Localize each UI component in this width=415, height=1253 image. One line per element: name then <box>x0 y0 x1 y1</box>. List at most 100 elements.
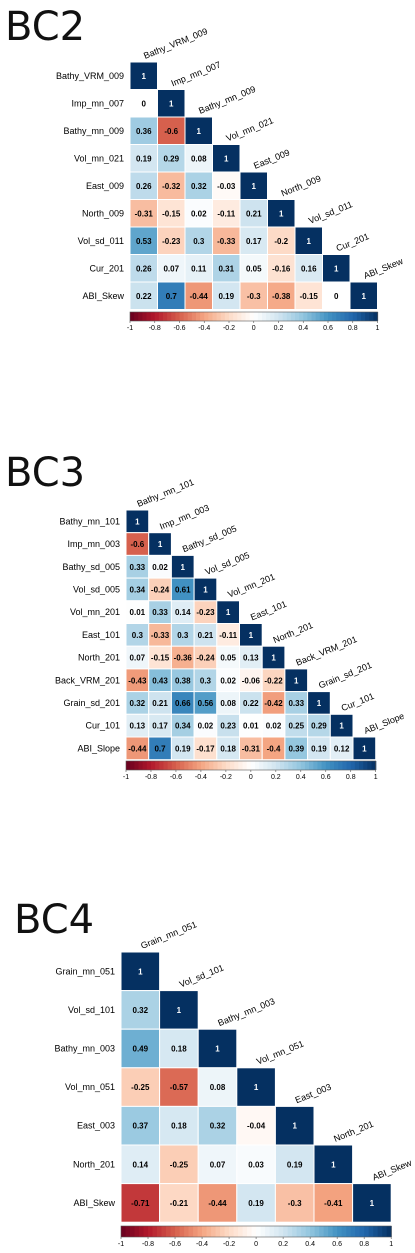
heatmap-cell <box>274 1105 315 1146</box>
colorbar-segment <box>158 312 164 321</box>
heatmap-cell <box>159 990 199 1030</box>
colorbar-segment <box>314 1226 320 1237</box>
cell-value-label: 0.02 <box>198 722 214 731</box>
heatmap-cell <box>313 1183 354 1223</box>
column-label: Cur_101 <box>340 691 376 713</box>
cell-value-label: -0.42 <box>264 699 283 708</box>
colorbar-segment <box>263 761 269 770</box>
row-label: Grain_mn_051 <box>55 966 115 976</box>
column-label: Bathy_mn_003 <box>216 996 276 1028</box>
cell-value-label: -0.4 <box>267 744 281 753</box>
colorbar-tick-label: -0.8 <box>142 1241 154 1248</box>
colorbar-segment <box>310 1226 316 1237</box>
colorbar-segment <box>148 1226 154 1237</box>
row-label: Imp_mn_007 <box>71 98 124 108</box>
cell-value-label: 0.32 <box>191 182 207 191</box>
colorbar-tick-label: 0.6 <box>321 774 331 781</box>
cell-value-label: -0.15 <box>151 654 170 663</box>
colorbar-segment <box>286 312 292 321</box>
colorbar-segment <box>125 1226 131 1237</box>
colorbar-tick-label: -0.2 <box>223 1241 235 1248</box>
cell-value-label: -0.24 <box>151 585 170 594</box>
heatmap-cell <box>157 199 186 228</box>
cell-value-label: 0.02 <box>266 722 282 731</box>
colorbar-segment <box>346 1226 352 1237</box>
colorbar-tick-label: 0.8 <box>348 325 358 332</box>
colorbar-segment <box>171 312 176 321</box>
cell-value-label: -0.04 <box>247 1122 266 1131</box>
colorbar-tick-label: -0.2 <box>223 325 235 332</box>
cell-value-label: 0.34 <box>175 722 191 731</box>
colorbar-segment <box>209 761 214 770</box>
cell-value-label: 0.08 <box>220 699 236 708</box>
colorbar-segment <box>363 761 368 770</box>
colorbar-segment <box>267 761 273 770</box>
cell-value-label: 0.39 <box>288 744 304 753</box>
colorbar-segment <box>200 312 205 321</box>
colorbar-segment <box>146 312 152 321</box>
colorbar-segment <box>284 761 289 770</box>
colorbar-tick-label: -0.4 <box>198 325 210 332</box>
row-label: Vol_sd_005 <box>73 584 120 594</box>
colorbar-tick-label: -1 <box>127 325 133 332</box>
colorbar-segment <box>278 312 284 321</box>
cell-value-label: 0.38 <box>175 676 191 685</box>
colorbar-segment <box>361 312 366 321</box>
colorbar-segment <box>355 1226 361 1237</box>
cell-value-label: 1 <box>158 540 163 549</box>
colorbar-segment <box>229 312 234 321</box>
row-label: ABI_Skew <box>73 1198 115 1208</box>
heatmap-cell <box>129 281 158 310</box>
colorbar-segment <box>130 761 135 770</box>
row-label: East_009 <box>86 181 124 191</box>
heatmap-cell <box>157 144 186 173</box>
cell-value-label: 0.05 <box>220 654 236 663</box>
colorbar-segment <box>225 761 231 770</box>
cell-value-label: -0.41 <box>324 1199 343 1208</box>
colorbar-segment <box>193 1226 199 1237</box>
cell-value-label: 0.19 <box>287 1160 303 1169</box>
cell-value-label: 0.02 <box>191 209 207 218</box>
cell-value-label: 1 <box>197 127 202 136</box>
colorbar-segment <box>161 1226 167 1237</box>
colorbar-segment <box>229 1226 235 1237</box>
column-label: East_003 <box>294 1082 333 1106</box>
colorbar-segment <box>315 312 321 321</box>
row-label: Bathy_mn_003 <box>54 1044 115 1054</box>
colorbar-segment <box>139 1226 145 1237</box>
colorbar-segment <box>332 1226 338 1237</box>
colorbar-segment <box>166 1226 172 1237</box>
row-label: Bathy_mn_101 <box>59 516 120 526</box>
cell-value-label: 0.26 <box>136 264 152 273</box>
cell-value-label: 1 <box>334 264 339 273</box>
heatmap-cell <box>267 226 296 255</box>
colorbar-tick-label: -0.2 <box>220 774 232 781</box>
cell-value-label: 1 <box>307 237 312 246</box>
colorbar-segment <box>175 761 181 770</box>
colorbar-tick-label: 0.8 <box>346 774 356 781</box>
column-label: Vol_mn_051 <box>255 1039 305 1067</box>
colorbar-segment <box>369 312 374 321</box>
panel-bc4: BC4 1 0.32 1 0.49 0.18 1 -0.25 -0.57 0.08 1 0.37 0.1… <box>14 897 414 1248</box>
colorbar-segment <box>288 761 294 770</box>
colorbar-segment <box>255 761 260 770</box>
colorbar-segment <box>146 761 152 770</box>
colorbar-segment <box>237 312 242 321</box>
cell-value-label: -0.22 <box>264 676 283 685</box>
cell-value-label: -0.25 <box>170 1160 189 1169</box>
colorbar-segment <box>159 761 165 770</box>
row-label: North_009 <box>82 208 124 218</box>
cell-value-label: 0.19 <box>175 744 191 753</box>
colorbar-segment <box>221 761 227 770</box>
column-label: Vol_sd_011 <box>307 199 354 226</box>
column-label: ABI_Slope <box>362 711 405 736</box>
colorbar-segment <box>373 1226 379 1237</box>
cell-value-label: 0.08 <box>210 1083 226 1092</box>
heatmap-cell <box>197 1183 238 1223</box>
cell-value-label: 0.01 <box>130 608 146 617</box>
colorbar-segment <box>234 761 239 770</box>
heatmap-cell <box>352 1183 392 1223</box>
column-label: Back_VRM_201 <box>294 634 358 668</box>
cell-value-label: 0.07 <box>163 264 179 273</box>
